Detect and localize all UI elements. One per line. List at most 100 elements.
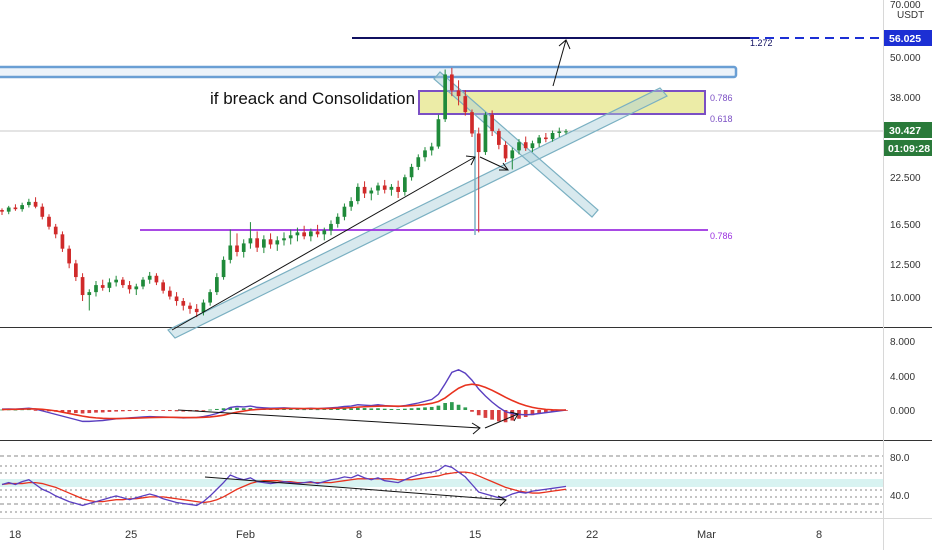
macd-histogram-bar	[87, 410, 92, 414]
candle-body	[409, 166, 414, 178]
candle-body	[564, 131, 568, 133]
candle-body	[201, 302, 206, 313]
candle-body	[503, 144, 508, 159]
macd-divergence-arrowhead	[471, 422, 481, 435]
rsi-panel	[0, 455, 883, 513]
macd-histogram-bar	[147, 410, 152, 411]
candle-body	[121, 279, 125, 286]
x-tick-label: 8	[356, 529, 362, 541]
candle-body	[255, 238, 259, 248]
macd-histogram-bar	[309, 409, 313, 410]
rsi-divergence-arrow	[204, 476, 507, 501]
candle-body	[208, 292, 212, 303]
candle-body	[27, 201, 31, 206]
time-axis[interactable]: 18 25 Feb 8 15 22 Mar 8	[9, 529, 822, 541]
macd-histogram-bar	[403, 408, 407, 410]
macd-histogram-bar	[0, 409, 4, 411]
candle-body	[537, 137, 541, 144]
candle-body	[127, 285, 132, 290]
x-tick-label: Mar	[697, 529, 716, 541]
macd-histogram-bar	[490, 410, 494, 420]
candle-body	[523, 142, 528, 149]
candle-body	[67, 248, 71, 264]
macd-histogram-bar	[228, 407, 233, 410]
candle-body	[288, 235, 293, 239]
breakout-arrowhead	[499, 162, 509, 171]
macd-histogram-bar	[94, 410, 98, 413]
candle-body	[342, 206, 347, 217]
macd-histogram-bar	[315, 409, 320, 411]
candle-body	[396, 186, 400, 192]
candle-body	[550, 132, 555, 140]
candle-body	[154, 275, 159, 283]
candle-body	[530, 143, 535, 149]
macd-histogram-bar	[121, 410, 125, 412]
annotation-text: if breack and Consolidation	[210, 89, 415, 108]
macd-histogram-bar	[127, 410, 132, 412]
x-tick-label: 8	[816, 529, 822, 541]
macd-histogram-bar	[396, 409, 400, 410]
fib-label-0786-low: 0.786	[710, 231, 733, 241]
price-axis[interactable]: USDT 70.000 50.000 38.000 22.500 16.500 …	[884, 0, 932, 502]
candle-body	[134, 286, 139, 290]
macd-tick-label: 8.000	[890, 337, 915, 348]
resistance-zone[interactable]	[0, 65, 738, 79]
macd-histogram-bar	[248, 408, 253, 410]
candle-body	[403, 177, 407, 192]
countdown-text: 01:09:28	[888, 143, 930, 155]
macd-histogram-bar	[530, 410, 535, 416]
macd-histogram-bar	[215, 408, 219, 410]
candle-body	[241, 243, 246, 252]
macd-histogram-bar	[356, 407, 360, 410]
candle-body	[248, 238, 253, 244]
macd-histogram-bar	[201, 410, 206, 411]
rsi-band	[0, 479, 883, 487]
consolidation-zone[interactable]	[418, 90, 706, 115]
candle-body	[40, 206, 45, 217]
candle-body	[188, 305, 192, 309]
candle-body	[262, 239, 266, 248]
macd-histogram-bar	[497, 410, 501, 422]
macd-signal-line	[1, 383, 566, 420]
macd-histogram-bar	[470, 410, 474, 412]
macd-tick-label: 0.000	[890, 406, 915, 417]
y-tick-label: 10.000	[890, 293, 921, 304]
x-tick-label: 25	[125, 529, 137, 541]
candle-body	[456, 90, 461, 97]
candle-body	[295, 232, 300, 236]
y-tick-label: 16.500	[890, 220, 921, 231]
macd-histogram-bar	[362, 408, 367, 410]
y-tick-label: 50.000	[890, 53, 921, 64]
candle-body	[100, 285, 105, 288]
candle-body	[181, 301, 186, 306]
macd-histogram-bar	[476, 410, 481, 416]
breakout-arrow	[479, 156, 509, 171]
rsi-tick-label: 80.0	[890, 453, 910, 464]
candle-body	[147, 275, 152, 280]
rising-trendline-channel[interactable]	[167, 87, 668, 339]
macd-histogram-bar	[154, 410, 159, 411]
x-tick-label: Feb	[236, 529, 255, 541]
macd-histogram-bar	[168, 410, 172, 412]
candle-body	[376, 185, 380, 191]
candle-body	[356, 186, 360, 202]
candle-body	[215, 277, 219, 293]
macd-histogram-bar	[450, 402, 454, 410]
macd-histogram-bar	[241, 408, 246, 410]
candle-body	[302, 232, 306, 237]
macd-histogram-bar	[409, 408, 414, 410]
candle-body	[315, 231, 320, 235]
last-price-text: 30.427	[889, 125, 921, 137]
macd-rebound-arrow	[484, 413, 519, 429]
macd-histogram-bar	[33, 410, 38, 411]
candle-body	[47, 216, 51, 227]
macd-histogram-bar	[389, 408, 394, 410]
target-arrowhead	[558, 39, 571, 50]
macd-histogram-bar	[322, 409, 327, 410]
candle-body	[329, 223, 333, 231]
rsi-line	[1, 464, 567, 507]
candle-body	[53, 226, 58, 235]
falling-trendline-channel[interactable]	[433, 71, 599, 218]
